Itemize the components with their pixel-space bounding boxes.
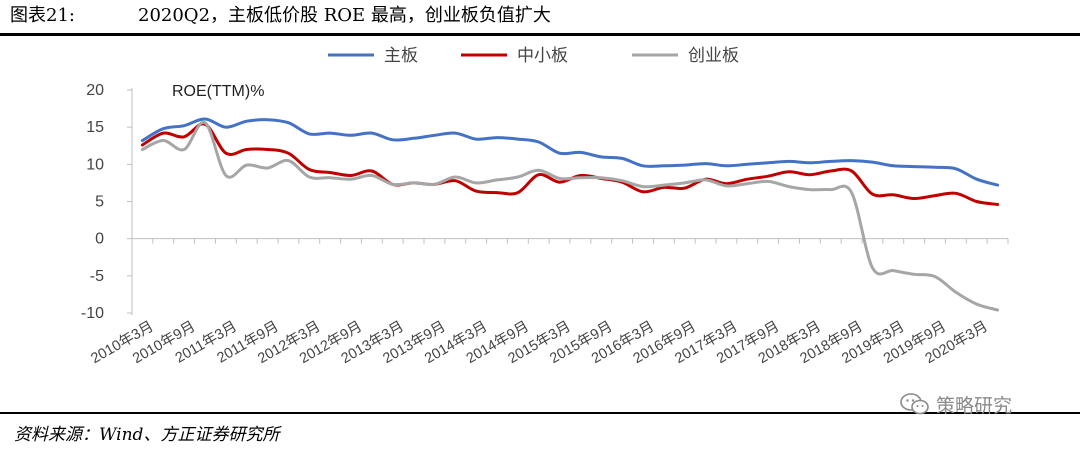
y-tick-label: 10 <box>86 156 104 173</box>
legend-label: 创业板 <box>688 46 739 66</box>
figure-number: 图表21: <box>10 5 75 26</box>
figure-title-text: 2020Q2，主板低价股 ROE 最高，创业板负值扩大 <box>138 5 551 26</box>
series-line-2 <box>140 120 1000 312</box>
y-axis-unit-label: ROE(TTM)% <box>172 83 264 100</box>
bottom-rule <box>0 412 1080 414</box>
y-tick-label: -10 <box>81 305 104 322</box>
series-line-1 <box>140 122 1000 206</box>
source-note: 资料来源：Wind、方正证券研究所 <box>14 425 280 445</box>
y-tick-label: 15 <box>86 119 104 136</box>
y-tick-label: -5 <box>90 268 104 285</box>
legend-label: 主板 <box>384 46 418 66</box>
y-tick-label: 5 <box>95 194 104 211</box>
legend-label: 中小板 <box>517 46 568 66</box>
watermark-text: 策略研究 <box>936 394 1013 417</box>
figure-title: 图表21: 2020Q2，主板低价股 ROE 最高，创业板负值扩大 <box>10 3 551 29</box>
legend: 主板 中小板 创业板 <box>328 46 739 66</box>
y-tick-label: 20 <box>86 82 104 99</box>
series-line-0 <box>140 117 1000 187</box>
series-lines <box>140 117 1000 312</box>
top-rule <box>0 33 1080 36</box>
y-axis: -10 -5 0 5 10 15 20 <box>81 82 133 322</box>
wechat-icon <box>900 393 929 415</box>
y-tick-label: 0 <box>95 231 104 248</box>
watermark: 策略研究 <box>900 391 1012 417</box>
